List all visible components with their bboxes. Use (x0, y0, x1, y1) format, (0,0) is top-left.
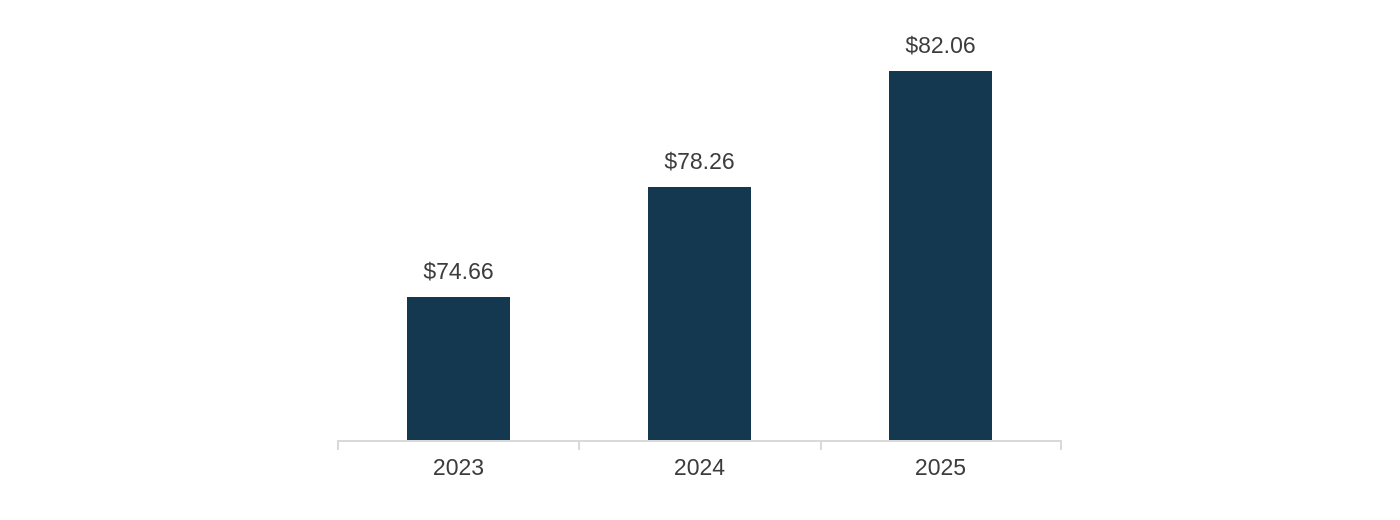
bar-group-2024: $78.26 (579, 0, 820, 440)
axis-tick (1060, 440, 1062, 450)
bar-group-2023: $74.66 (338, 0, 579, 440)
axis-tick (820, 440, 822, 450)
value-label-2025: $82.06 (905, 32, 976, 58)
x-axis-label-2024: 2024 (673, 454, 726, 480)
x-axis-label-2023: 2023 (432, 454, 485, 480)
bar-2025[interactable] (889, 71, 992, 440)
value-label-2024: $78.26 (664, 148, 735, 175)
axis-tick (578, 440, 580, 450)
bar-2023[interactable] (407, 297, 510, 440)
axis-tick (337, 440, 339, 450)
x-axis-label-2025: 2025 (914, 454, 967, 480)
bar-2024[interactable] (648, 187, 751, 440)
value-label-2023: $74.66 (423, 258, 494, 285)
bar-group-2025: $82.06 (820, 0, 1061, 440)
x-axis-line (338, 440, 1062, 442)
